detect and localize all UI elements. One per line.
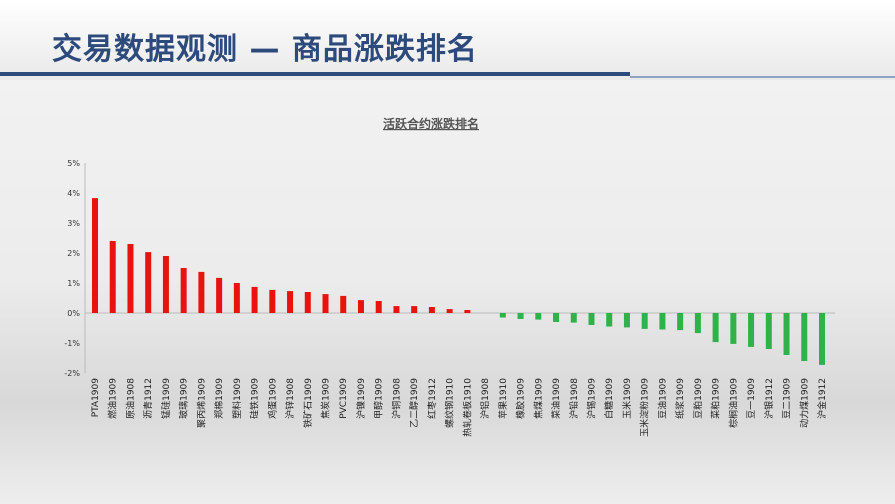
x-tick-label: 甲醇1909 (373, 378, 385, 419)
bar (92, 198, 98, 313)
x-tick-label: 豆二1909 (782, 378, 793, 419)
x-tick-label: 玻璃1909 (178, 378, 190, 419)
bar (588, 313, 595, 325)
bar (641, 313, 648, 329)
x-tick-label: 豆粕1909 (692, 378, 704, 419)
bar (606, 313, 613, 327)
x-tick-label: 动力煤1909 (798, 378, 810, 428)
bar (287, 291, 294, 313)
bar (694, 313, 701, 334)
x-tick-label: 聚丙烯1909 (195, 378, 207, 428)
x-tick-label: 沪锌1908 (284, 378, 296, 419)
x-tick-label: 菜粕1909 (710, 378, 722, 419)
x-tick-label: 沪锡1909 (585, 378, 597, 419)
bar (233, 283, 240, 313)
bar (765, 313, 772, 349)
x-tick-label: 红枣1912 (426, 378, 438, 419)
x-tick-label: 鸡蛋1909 (266, 378, 278, 419)
x-tick-label: 豆一1909 (746, 378, 757, 419)
bar (623, 313, 630, 328)
x-tick-label: 玉米淀粉1909 (639, 378, 651, 437)
x-tick-label: 沪银1912 (763, 378, 775, 419)
x-tick-label: 玉米1909 (621, 378, 633, 419)
y-tick-label: -1% (64, 339, 80, 348)
bar (801, 313, 808, 361)
x-tick-label: 塑料1909 (231, 378, 243, 419)
bar (428, 307, 435, 313)
y-tick-label: 0% (67, 309, 80, 318)
x-tick-label: 沪铜1908 (390, 378, 402, 419)
bar (357, 300, 364, 313)
bar (216, 277, 223, 313)
y-tick-label: 2% (67, 249, 80, 258)
header-rule-thin (630, 76, 895, 78)
x-tick-label: 焦炭1909 (320, 378, 332, 419)
bar (659, 313, 666, 330)
bar (464, 310, 471, 313)
bar (517, 313, 524, 319)
bar (677, 313, 684, 331)
x-tick-label: 乙二醇1909 (408, 378, 420, 428)
x-tick-label: 硅铁1909 (249, 378, 261, 419)
bar (712, 313, 719, 343)
bar (748, 313, 755, 347)
bar (127, 244, 134, 313)
bar (535, 313, 542, 320)
bar (145, 252, 152, 313)
y-tick-label: 3% (67, 219, 80, 228)
bar (393, 306, 400, 313)
x-tick-label: 沪金1912 (816, 378, 828, 419)
bar (198, 271, 205, 313)
bar (251, 286, 258, 313)
x-tick-label: 沥青1912 (142, 378, 154, 419)
x-tick-label: PTA1909 (91, 378, 101, 418)
x-tick-label: 苹果1910 (497, 378, 509, 419)
x-tick-label: 菜油1909 (550, 378, 562, 419)
bar (819, 313, 825, 365)
bar (340, 295, 347, 313)
x-tick-label: 锰硅1909 (160, 378, 172, 419)
bar (411, 306, 418, 313)
x-tick-label: 棕榈油1909 (727, 378, 739, 428)
y-tick-label: 1% (67, 279, 80, 288)
bar (109, 241, 116, 313)
x-tick-label: 白糖1909 (603, 378, 615, 419)
bar (180, 268, 187, 313)
bar (553, 313, 560, 322)
bar (322, 294, 329, 313)
x-tick-label: 热轧卷板1910 (461, 378, 473, 437)
x-tick-label: 燃油1909 (107, 378, 119, 419)
slide-title: 交易数据观测 — 商品涨跌排名 (52, 32, 478, 67)
x-tick-label: 焦煤1909 (532, 378, 544, 419)
header-rule (0, 72, 630, 76)
bar (304, 292, 311, 313)
x-tick-label: PVC1909 (339, 378, 349, 419)
x-tick-label: 铁矿石1909 (302, 378, 314, 428)
x-tick-label: 橡胶1909 (515, 378, 527, 419)
bar (570, 313, 577, 323)
x-tick-label: 原油1908 (124, 378, 136, 419)
x-tick-label: 沪镍1909 (355, 378, 367, 419)
y-tick-label: 4% (67, 189, 80, 198)
y-tick-label: -2% (64, 369, 80, 378)
x-tick-label: 郑棉1909 (213, 378, 225, 419)
bar (783, 313, 790, 355)
chart-title: 活跃合约涨跌排名 (383, 116, 479, 131)
x-tick-label: 沪铅1908 (568, 378, 580, 419)
bar (446, 309, 453, 313)
bar (375, 301, 382, 313)
x-tick-label: 沪铝1908 (479, 378, 491, 419)
y-tick-label: 5% (67, 159, 80, 168)
header-band (0, 0, 895, 80)
x-tick-label: 豆油1909 (656, 378, 668, 419)
bar (730, 313, 737, 344)
bar (162, 256, 169, 313)
x-tick-label: 纸浆1909 (674, 378, 686, 419)
x-tick-label: 螺纹钢1910 (444, 378, 456, 428)
bar (269, 289, 276, 313)
bar (499, 313, 506, 318)
